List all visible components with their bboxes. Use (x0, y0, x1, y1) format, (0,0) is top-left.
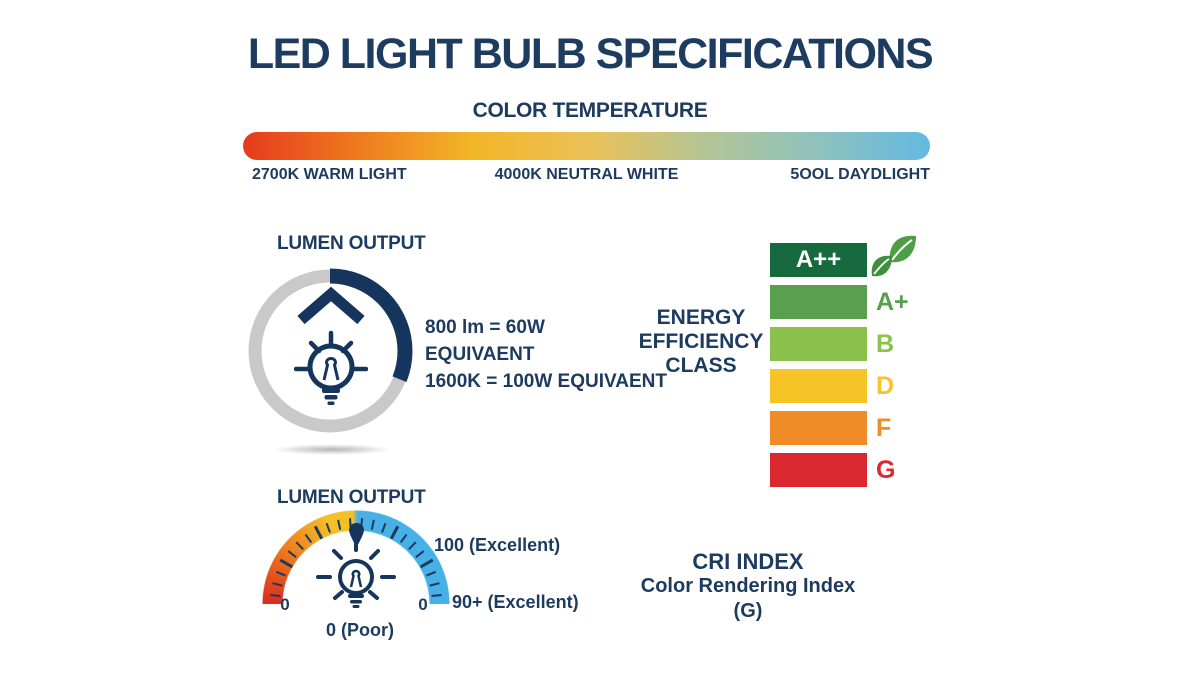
energy-class-bar (770, 369, 867, 403)
lumen-line-2: EQUIVAENT (425, 344, 535, 365)
energy-class-list: A++ A+ B D F G (770, 243, 930, 495)
energy-class-row: A+ (770, 285, 930, 319)
cri-excellent-100-label: 100 (Excellent) (434, 535, 561, 555)
page-title: LED LIGHT BULB SPECIFICATIONS (247, 30, 934, 78)
energy-class-row: B (770, 327, 930, 361)
cri-gauge-heading: LUMEN OUTPUT (277, 487, 426, 508)
lumen-line-3: 1600K = 100W EQUIVAENT (425, 371, 667, 392)
cri-index-block: CRI INDEX Color Rendering Index (G) (640, 549, 856, 624)
energy-class-label: D (876, 371, 895, 400)
cri-excellent-90-label: 90+ (Excellent) (452, 592, 579, 612)
cri-left-end-label: 0 (280, 595, 290, 614)
cri-index-subtitle: Color Rendering Index (640, 575, 856, 597)
lumen-gauge (247, 268, 413, 434)
energy-class-bar (770, 285, 867, 319)
energy-class-bar (770, 327, 867, 361)
lumen-equivalence-text: 800 lm = 60W EQUIVAENT 1600K = 100W EQUI… (425, 314, 667, 395)
cri-index-grade: (G) (733, 600, 763, 622)
energy-class-label: G (876, 455, 896, 484)
gauge-shadow (272, 444, 392, 455)
energy-class-row: G (770, 453, 930, 487)
color-temperature-gradient-bar (243, 132, 930, 160)
cri-right-end-label: 0 (418, 595, 428, 614)
daylight-label: 5OOL DAYDLIGHT (790, 166, 930, 183)
leaf-icon (871, 235, 916, 277)
color-temperature-heading: COLOR TEMPERATURE (472, 99, 708, 122)
warm-light-label: 2700K WARM LIGHT (252, 166, 407, 183)
energy-class-bar: A++ (770, 243, 867, 277)
lightbulb-arrow-icon (294, 286, 368, 405)
neutral-white-label: 4000K NEUTRAL WHITE (494, 166, 679, 183)
energy-class-label: F (876, 413, 892, 442)
energy-efficiency-heading: ENERGY EFFICIENCY CLASS (638, 306, 764, 377)
gauge-needle-icon (349, 523, 364, 547)
cri-poor-label: 0 (Poor) (325, 620, 394, 640)
chevron-up-icon (297, 286, 365, 325)
lumen-gauge-arc (247, 268, 413, 434)
energy-class-row: D (770, 369, 930, 403)
lumen-line-1: 800 lm = 60W (425, 317, 545, 338)
lumen-output-heading: LUMEN OUTPUT (277, 233, 426, 254)
cri-index-title: CRI INDEX (692, 549, 804, 574)
energy-class-row: A++ (770, 243, 930, 277)
lightbulb-icon (316, 538, 396, 608)
energy-class-row: F (770, 411, 930, 445)
energy-class-label: A+ (876, 287, 909, 316)
color-temperature-scale-labels: 2700K WARM LIGHT 4000K NEUTRAL WHITE 5OO… (243, 166, 930, 186)
energy-class-bar (770, 411, 867, 445)
energy-class-bar (770, 453, 867, 487)
energy-class-label: B (876, 329, 895, 358)
